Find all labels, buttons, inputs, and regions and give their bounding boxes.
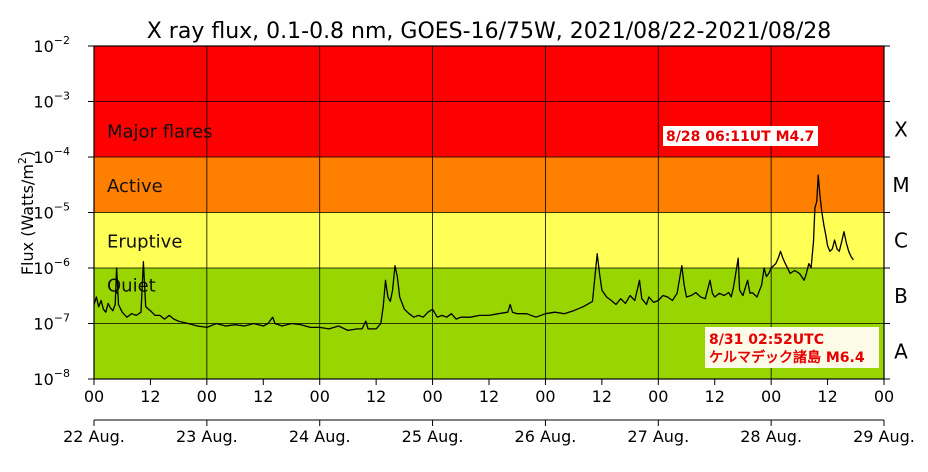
annotation-earthquake: 8/31 02:52UTC ケルマデック諸島 M6.4 xyxy=(705,327,879,368)
day-tick-label: 23 Aug. xyxy=(176,427,238,446)
x-tick-label: 00 xyxy=(761,387,781,406)
class-letter-C: C xyxy=(894,228,908,252)
band-label-3: Quiet xyxy=(107,275,156,296)
day-tick-label: 28 Aug. xyxy=(740,427,802,446)
y-tick-label: 10−4 xyxy=(33,145,70,167)
annotation-earthquake-line2: ケルマデック諸島 M6.4 xyxy=(709,349,865,366)
day-tick-label: 25 Aug. xyxy=(402,427,464,446)
x-tick-label: 12 xyxy=(705,387,725,406)
y-tick-label: 10−6 xyxy=(33,256,70,278)
class-letter-M: M xyxy=(892,173,909,197)
annotation-earthquake-box xyxy=(705,327,879,368)
annotation-earthquake-line1: 8/31 02:52UTC xyxy=(709,332,824,348)
x-tick-label: 00 xyxy=(310,387,330,406)
class-letter-A: A xyxy=(894,339,908,363)
x-tick-label: 00 xyxy=(874,387,894,406)
day-tick-label: 27 Aug. xyxy=(627,427,689,446)
class-letter-B: B xyxy=(894,284,908,308)
band-1 xyxy=(94,157,884,213)
day-tick-label: 26 Aug. xyxy=(515,427,577,446)
day-tick-label: 24 Aug. xyxy=(289,427,351,446)
x-tick-label: 00 xyxy=(535,387,555,406)
y-axis-ticks: 10−8 10−7 10−6 10−5 10−4 10−3 10−2 xyxy=(33,34,890,389)
band-label-2: Eruptive xyxy=(107,231,182,252)
grid-lines xyxy=(94,46,884,379)
x-tick-label: 12 xyxy=(592,387,612,406)
band-2 xyxy=(94,212,884,268)
y-tick-label: 10−3 xyxy=(33,90,70,112)
annotation-flare-box xyxy=(663,126,818,146)
annotation-flare-text: 8/28 06:11UT M4.7 xyxy=(666,129,814,145)
x-axis-ticks: 00 12 00 12 00 12 00 12 00 12 00 12 00 12 00 xyxy=(84,379,894,406)
band-labels: Major flares Active Eruptive Quiet xyxy=(107,122,213,297)
x-tick-label: 12 xyxy=(253,387,273,406)
band-label-0: Major flares xyxy=(107,122,213,143)
x-tick-label: 00 xyxy=(84,387,104,406)
y-axis-label: Flux (Watts/m2) xyxy=(16,151,37,275)
x-tick-label: 12 xyxy=(140,387,160,406)
day-tick-label: 29 Aug. xyxy=(853,427,915,446)
y-tick-label: 10−5 xyxy=(33,201,70,223)
x-tick-label: 00 xyxy=(422,387,442,406)
chart-title: X ray flux, 0.1-0.8 nm, GOES-16/75W, 202… xyxy=(147,19,832,44)
annotation-flare: 8/28 06:11UT M4.7 xyxy=(663,126,818,146)
x-tick-label: 00 xyxy=(648,387,668,406)
y-tick-label: 10−7 xyxy=(33,312,70,334)
x-axis-day-labels: 22 Aug. 23 Aug. 24 Aug. 25 Aug. 26 Aug. 27 Au… xyxy=(63,419,915,446)
day-tick-label: 22 Aug. xyxy=(63,427,125,446)
y-tick-label: 10−8 xyxy=(33,367,70,389)
x-tick-label: 12 xyxy=(479,387,499,406)
y-tick-label: 10−2 xyxy=(33,34,70,56)
flare-class-letters: X M C B A xyxy=(892,117,909,363)
x-tick-label: 12 xyxy=(817,387,837,406)
x-tick-label: 12 xyxy=(366,387,386,406)
class-letter-X: X xyxy=(894,117,908,141)
x-tick-label: 00 xyxy=(197,387,217,406)
band-label-1: Active xyxy=(107,176,163,197)
flux-series-line xyxy=(93,174,854,332)
